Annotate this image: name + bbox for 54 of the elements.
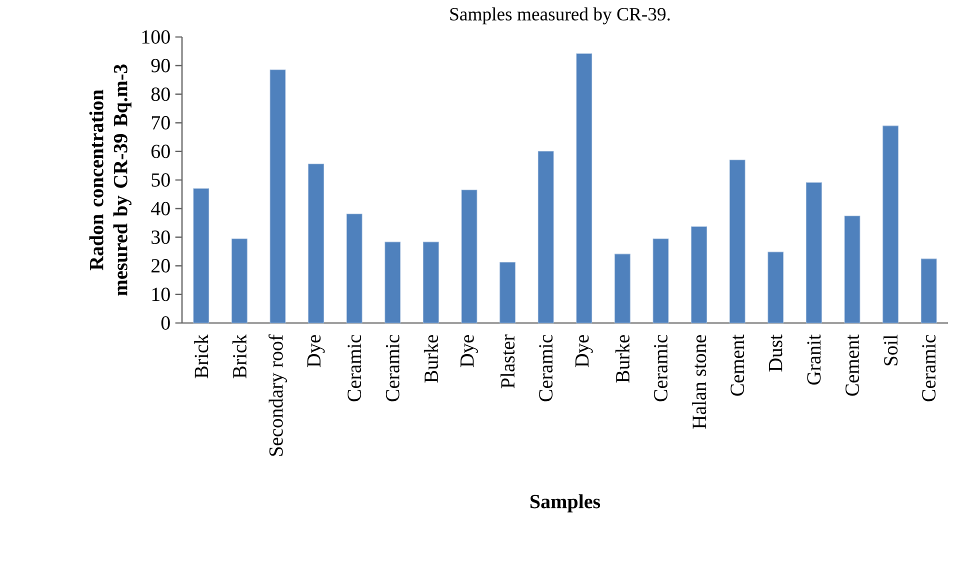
x-tick-label: Dye [460,335,478,368]
x-tick-label: Ceramic [386,334,400,402]
bar [844,216,860,324]
bar [691,226,707,324]
bar [308,164,324,324]
y-tick-label: 90 [151,58,170,72]
y-tick-label: 10 [152,288,170,302]
bar [806,182,822,324]
y-tick-label: 20 [152,259,170,273]
bar [920,258,937,324]
x-axis-title: Samples [530,494,600,512]
bar [193,188,210,324]
x-tick-label: Secondary roof [268,334,287,456]
y-tick-label: 100 [142,30,170,44]
x-tick-label: Plaster [500,334,515,388]
y-tick-label: 30 [152,230,170,244]
x-tick-label: Dust [769,334,782,372]
x-tick-label: Ceramic [922,334,936,402]
bar [768,252,784,324]
x-tick-label: Dye [307,335,325,368]
x-tick-label: Burke [615,335,630,383]
x-tick-label: Brick [232,334,246,378]
x-tick-label: Soil [884,334,898,366]
y-tick-label: 60 [151,144,170,158]
y-tick-label: 70 [152,116,170,130]
bar [423,242,439,324]
bar [882,126,898,324]
x-tick-label: Ceramic [654,334,668,402]
bar [346,214,362,324]
bar [232,238,248,324]
bar [500,262,516,324]
x-tick-label: Halan stone [692,335,706,429]
x-tick-label: Burke [424,335,438,383]
x-tick-label: Dye [575,335,593,368]
y-tick-label: 40 [151,202,170,216]
x-tick-label: Ceramic [539,334,553,402]
x-tick-label: Brick [194,334,208,378]
chart-title: Samples measured by CR-39. [450,7,670,24]
y-tick-label: 50 [152,173,170,187]
bar [538,151,554,324]
x-tick-label: Cement [846,334,859,396]
bar [270,70,286,324]
x-tick-label: Cement [730,334,744,396]
y-tick-label: 0 [161,316,170,330]
x-tick-label: Ceramic [348,334,362,402]
bar [384,242,401,324]
y-axis-title: Radon concentration mesured by CR-39 Bq.m-3 [89,64,132,296]
bar [652,238,669,324]
bar [614,254,630,324]
bar [461,190,478,324]
y-tick-label: 80 [151,87,170,101]
x-tick-label: Granit [807,334,821,385]
bar [576,53,592,324]
bar [729,160,746,324]
